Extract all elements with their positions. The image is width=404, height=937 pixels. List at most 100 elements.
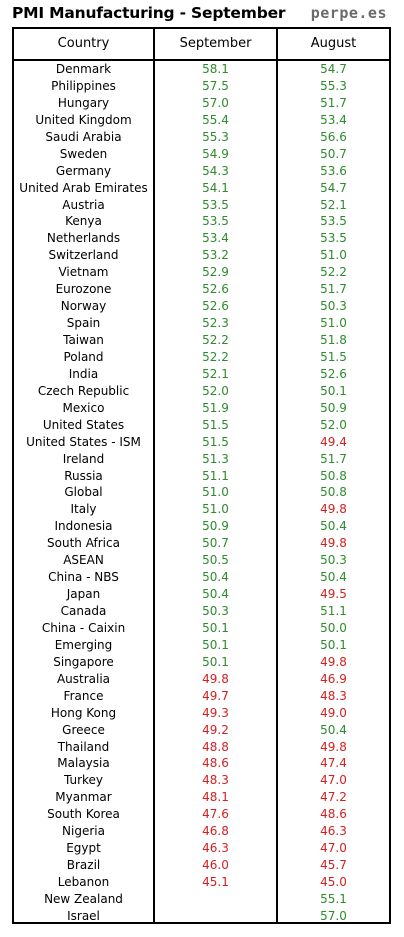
september-value-cell: 50.4 (202, 570, 229, 585)
september-value-cell: 57.5 (202, 78, 229, 93)
country-cell: Greece (62, 722, 105, 737)
august-value-cell: 47.0 (320, 773, 347, 788)
country-cell: Taiwan (63, 333, 104, 347)
august-value-cell: 50.3 (320, 553, 347, 568)
august-value-cell: 46.3 (320, 824, 347, 839)
september-value-cell: 52.6 (202, 282, 229, 297)
table-row: Myanmar 48.1 47.2 (14, 789, 389, 806)
table-row: South Africa 50.7 49.8 (14, 535, 389, 552)
table-row: Spain 52.3 51.0 (14, 315, 389, 332)
august-value-cell: 45.7 (320, 858, 347, 873)
country-cell: United Kingdom (35, 112, 132, 127)
september-value-cell: 50.1 (202, 654, 229, 669)
country-cell: Switzerland (48, 248, 119, 263)
august-value-cell: 55.3 (320, 78, 347, 93)
table-row: Lebanon 45.1 45.0 (14, 874, 389, 891)
september-value-cell: 51.1 (202, 468, 229, 483)
table-row: United States - ISM 51.5 49.4 (14, 434, 389, 451)
august-value-cell: 49.5 (320, 587, 347, 602)
country-cell: Philippines (51, 78, 116, 93)
table-row: China - Caixin 50.1 50.0 (14, 620, 389, 637)
country-cell: Saudi Arabia (45, 129, 122, 144)
country-cell: Canada (60, 604, 107, 618)
august-value-cell: 50.1 (320, 383, 347, 398)
august-value-cell: 48.6 (320, 807, 347, 822)
country-cell: China - Caixin (41, 620, 126, 635)
country-cell: Hungary (57, 95, 110, 110)
september-value-cell: 57.0 (202, 95, 229, 110)
table-row: China - NBS 50.4 50.4 (14, 569, 389, 586)
country-cell: Turkey (63, 773, 104, 788)
september-value-cell: 52.6 (202, 299, 229, 314)
table-body: Denmark 58.1 54.7 Philippines 57.5 55.3 Hungar… (14, 61, 389, 925)
september-value-cell: 51.0 (202, 502, 229, 517)
table-row: Indonesia 50.9 50.4 (14, 518, 389, 535)
september-value-cell: 49.8 (202, 671, 229, 686)
september-value-cell: 46.8 (202, 824, 229, 839)
august-value-cell: 50.7 (320, 146, 347, 161)
september-value-cell: 52.0 (202, 383, 229, 398)
page-header: PMI Manufacturing - September perpe.es (0, 0, 404, 26)
country-cell: Denmark (55, 62, 112, 76)
september-value-cell: 58.1 (202, 62, 229, 76)
september-value-cell: 51.5 (202, 434, 229, 449)
august-value-cell: 50.8 (320, 468, 347, 483)
country-cell: Russia (64, 468, 103, 483)
table-row: Eurozone 52.6 51.7 (14, 281, 389, 298)
table-row: Austria 53.5 52.1 (14, 197, 389, 214)
table-row: Nigeria 46.8 46.3 (14, 823, 389, 840)
country-cell: Singapore (53, 654, 114, 669)
august-value-cell: 51.0 (320, 316, 347, 331)
table-row: France 49.7 48.3 (14, 688, 389, 705)
table-row: United Arab Emirates 54.1 54.7 (14, 180, 389, 197)
country-cell: Mexico (62, 400, 105, 415)
august-value-cell: 52.2 (320, 265, 347, 280)
september-value-cell: 52.3 (202, 316, 229, 331)
august-value-cell: 50.4 (320, 519, 347, 534)
september-value-cell: 50.9 (202, 519, 229, 534)
table-row: Egypt 46.3 47.0 (14, 840, 389, 857)
september-value-cell: 48.6 (202, 756, 229, 771)
country-cell: Italy (70, 502, 97, 517)
table-row: Ireland 51.3 51.7 (14, 451, 389, 468)
country-cell: United States - ISM (26, 434, 141, 449)
table-row: Norway 52.6 50.3 (14, 298, 389, 315)
table-row: Vietnam 52.9 52.2 (14, 264, 389, 281)
country-cell: South Africa (47, 536, 120, 551)
august-value-cell: 53.6 (320, 163, 347, 178)
country-cell: Myanmar (55, 790, 112, 805)
september-value-cell: 45.1 (202, 875, 229, 889)
september-value-cell: 48.3 (202, 773, 229, 788)
country-cell: Emerging (54, 637, 113, 652)
september-value-cell: 50.3 (202, 604, 229, 618)
country-cell: Brazil (66, 858, 101, 873)
table-row: Netherlands 53.4 53.5 (14, 230, 389, 247)
august-value-cell: 52.1 (320, 197, 347, 212)
august-value-cell: 49.8 (320, 654, 347, 669)
august-value-cell: 55.1 (320, 891, 347, 906)
august-value-cell: 53.5 (320, 231, 347, 246)
september-value-cell: 52.1 (202, 366, 229, 381)
table-row: New Zealand 55.1 (14, 891, 389, 908)
country-cell: Thailand (57, 739, 110, 754)
country-cell: Sweden (59, 146, 108, 161)
country-cell: Israel (67, 908, 100, 923)
august-value-cell: 47.0 (320, 841, 347, 856)
september-value-cell: 50.1 (202, 637, 229, 652)
september-value-cell: 51.9 (202, 400, 229, 415)
august-value-cell: 50.1 (320, 637, 347, 652)
table-row: Israel 57.0 (14, 908, 389, 925)
august-value-cell: 49.8 (320, 502, 347, 517)
september-value-cell: 50.5 (202, 553, 229, 568)
column-divider (276, 29, 278, 922)
august-value-cell: 51.0 (320, 248, 347, 263)
country-cell: Eurozone (55, 282, 112, 297)
table-row: India 52.1 52.6 (14, 366, 389, 383)
table-row: Global 51.0 50.8 (14, 484, 389, 501)
august-value-cell: 51.1 (320, 604, 347, 618)
country-cell: Czech Republic (37, 383, 130, 398)
august-value-cell: 45.0 (320, 875, 347, 889)
september-value-cell: 50.1 (202, 620, 229, 635)
september-value-cell: 49.2 (202, 722, 229, 737)
august-value-cell: 50.4 (320, 570, 347, 585)
